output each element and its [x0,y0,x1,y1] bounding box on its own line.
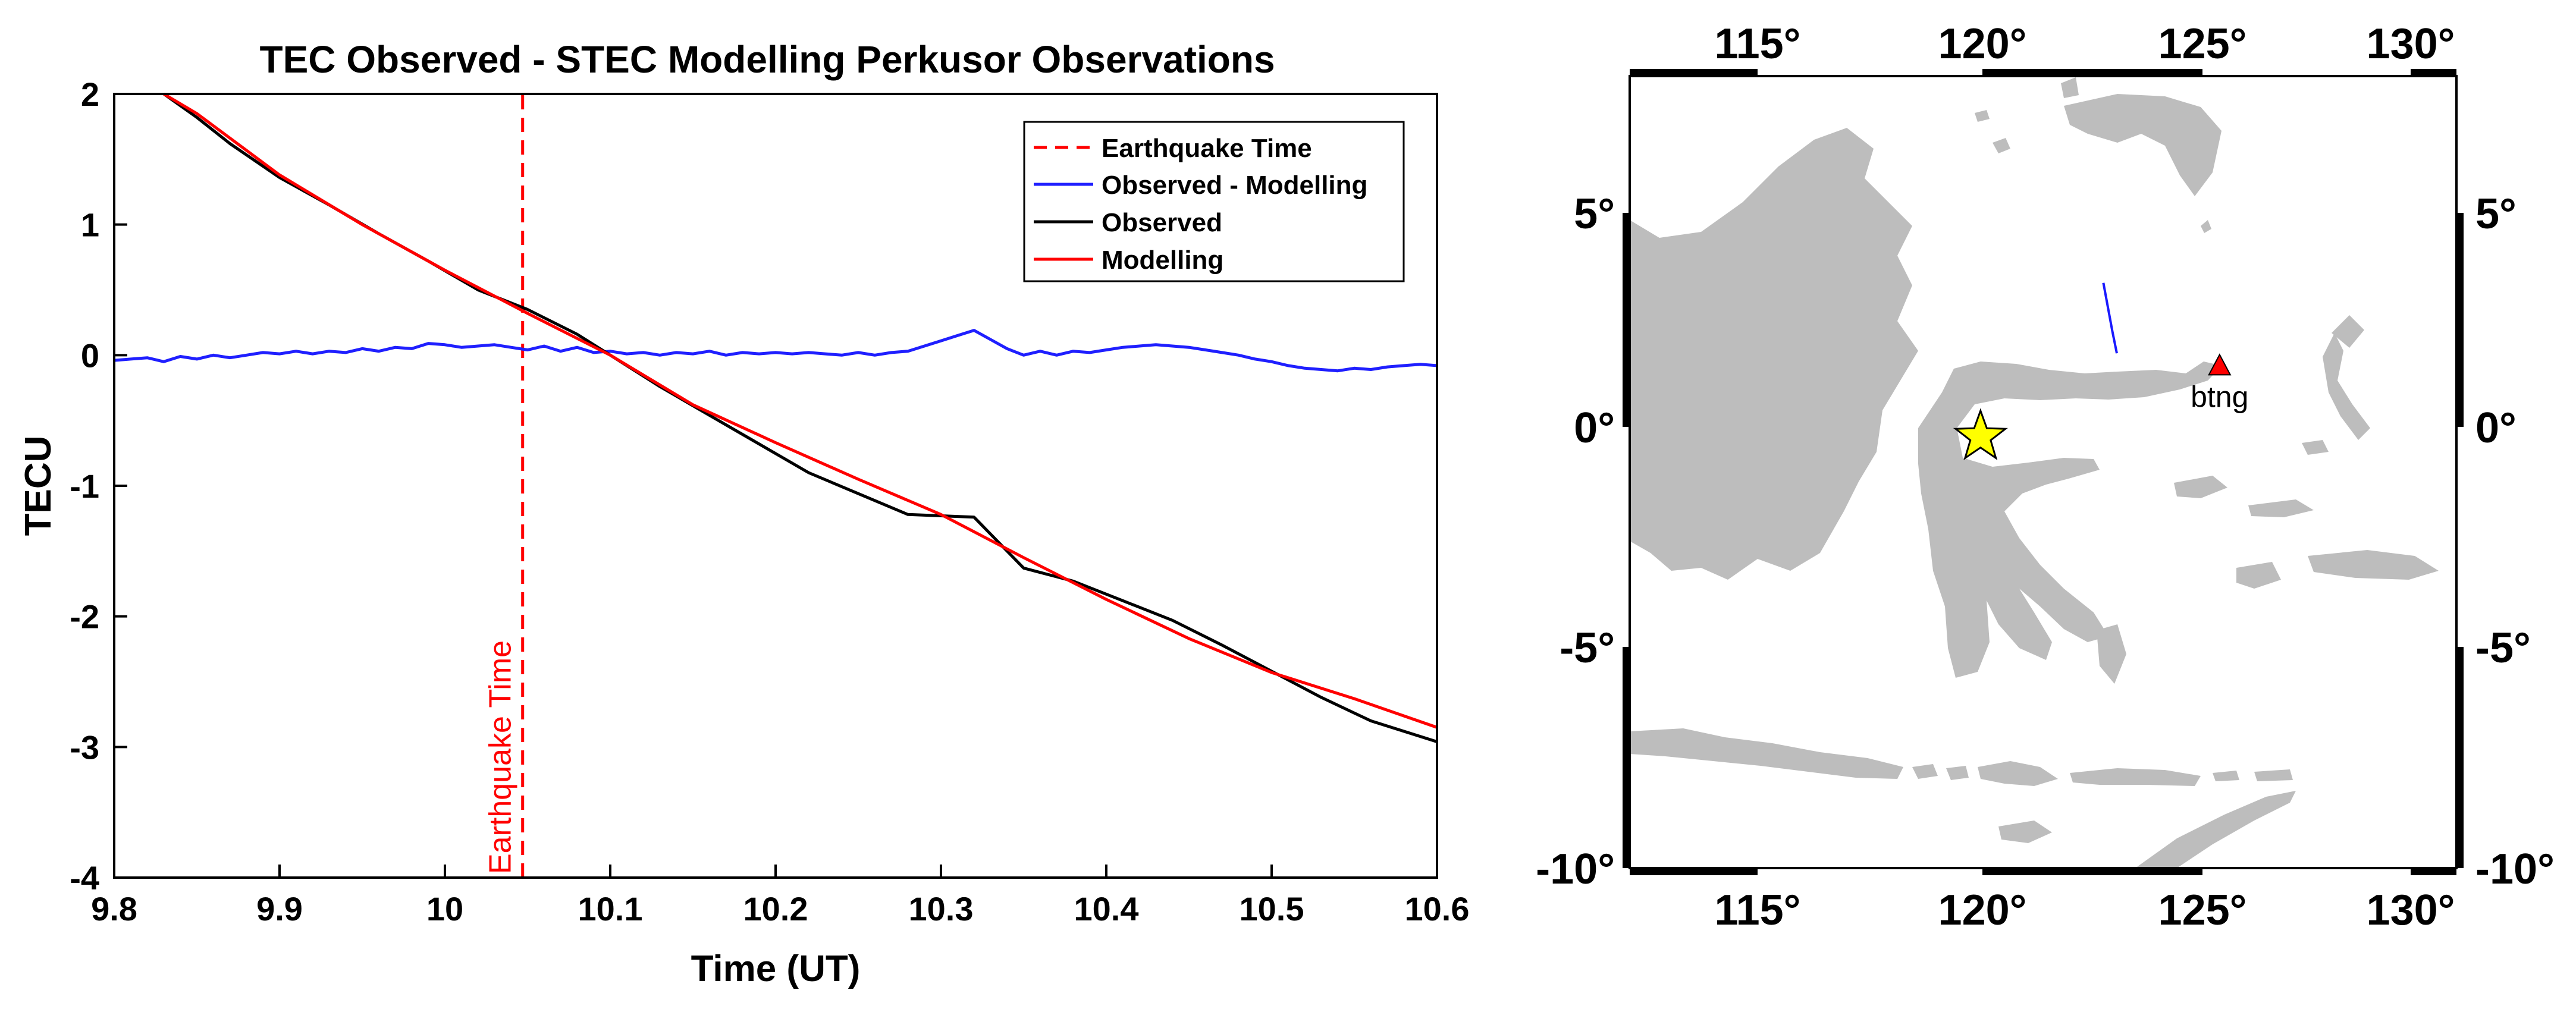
land-sulu-2 [1975,110,1990,122]
land-bali [1912,764,1938,779]
land-buton [2097,624,2126,684]
map-xtick-bottom-120: 120° [1938,887,2027,934]
map-border-bars [1623,69,2464,875]
land-seram [2308,550,2439,580]
series-modelling [163,92,1438,729]
y-tick-label: 2 [81,76,99,113]
x-tick-label: 10.6 [1405,890,1470,928]
x-tick-label: 9.9 [256,890,303,928]
x-tick-label: 10.4 [1074,890,1139,928]
border-bottom-1 [1630,868,1758,875]
land-mindanao-islet [2061,77,2079,98]
map-ytick-right-minus5: -5° [2475,624,2531,672]
x-tick-label: 10.1 [578,890,643,928]
land-masses [1630,77,2439,868]
y-tick-label: 1 [81,206,99,244]
border-top-2 [1982,69,2202,76]
legend: Earthquake Time Observed - Modelling Obs… [1023,121,1405,282]
series-layer [114,92,1438,878]
y-tick-label: -3 [70,728,99,766]
x-tick-label: 10.3 [909,890,974,928]
map-ytick-left-5: 5° [1574,190,1615,238]
land-alor [2213,771,2239,781]
land-sumba [1998,821,2052,843]
land-buru [2236,562,2281,589]
border-left-1 [1623,213,1630,427]
land-sumbawa [1978,761,2058,786]
map-ytick-left-minus5: -5° [1560,624,1615,672]
land-halmahera-north [2332,315,2364,348]
y-tick-label: -1 [70,467,99,505]
map-ytick-left-0: 0° [1574,404,1615,452]
tec-chart: TEC Observed - STEC Modelling Perkusor O… [18,38,1470,989]
land-halmahera [2323,333,2370,440]
location-map: btng 115° 120° 125° 130° 115° 120° 125° … [1536,20,2555,934]
land-sangihe [2201,220,2211,233]
land-sula [2248,499,2314,517]
border-top-3 [2411,69,2456,76]
station-marker [2208,353,2232,376]
x-tick-label: 10.2 [743,890,808,928]
y-tick-label: -4 [70,859,99,897]
y-tick-label: -2 [70,598,99,636]
land-borneo [1630,128,1918,580]
x-tick-label: 10 [426,890,463,928]
legend-label-observed: Observed [1102,208,1222,237]
border-top-1 [1630,69,1758,76]
border-right-1 [2456,213,2464,427]
map-ytick-left-minus10: -10° [1536,845,1615,893]
x-axis-label: Time (UT) [691,948,861,989]
map-xtick-top-115: 115° [1715,20,1801,68]
y-axis-label: TECU [18,436,59,536]
map-xtick-top-125: 125° [2158,20,2247,68]
map-ytick-right-5: 5° [2475,190,2517,238]
land-lombok [1946,766,1969,780]
x-tick-label: 9.8 [91,890,137,928]
legend-label-modelling: Modelling [1102,246,1223,275]
border-bottom-3 [2411,868,2456,875]
land-sulawesi [1918,362,2222,678]
epicenter-star [1953,408,2008,460]
land-timor [2135,791,2296,868]
chart-title: TEC Observed - STEC Modelling Perkusor O… [259,38,1275,81]
land-mindanao [2064,94,2222,196]
x-tick-label: 10.5 [1240,890,1304,928]
land-obi [2302,440,2329,455]
map-xtick-bottom-130: 130° [2367,887,2455,934]
y-tick-layer: 2 1 0 -1 -2 -3 -4 [70,76,127,897]
map-xtick-bottom-125: 125° [2158,887,2247,934]
ipp-track [2102,282,2118,354]
x-tick-layer: 9.8 9.9 10 10.1 10.2 10.3 10.4 10.5 10.6 [91,865,1470,928]
legend-label-earthquake-time: Earthquake Time [1102,134,1312,163]
land-banggai [2174,476,2227,498]
map-xtick-top-130: 130° [2367,20,2455,68]
map-xtick-bottom-115: 115° [1715,887,1801,934]
map-ytick-right-0: 0° [2475,404,2517,452]
land-wetar [2254,769,2293,781]
earthquake-time-annotation: Earthquake Time [484,640,518,874]
map-xtick-top-120: 120° [1938,20,2027,68]
map-ytick-right-minus10: -10° [2475,845,2555,893]
land-java [1630,728,1903,779]
station-label: btng [2191,380,2248,413]
land-flores [2070,768,2201,786]
border-right-2 [2456,647,2464,868]
series-observed-modelling [114,329,1438,373]
land-sulu [1993,138,2010,153]
y-tick-label: 0 [81,337,99,374]
border-bottom-2 [1982,868,2202,875]
legend-label-observed-modelling: Observed - Modelling [1102,171,1367,200]
border-left-2 [1623,647,1630,868]
